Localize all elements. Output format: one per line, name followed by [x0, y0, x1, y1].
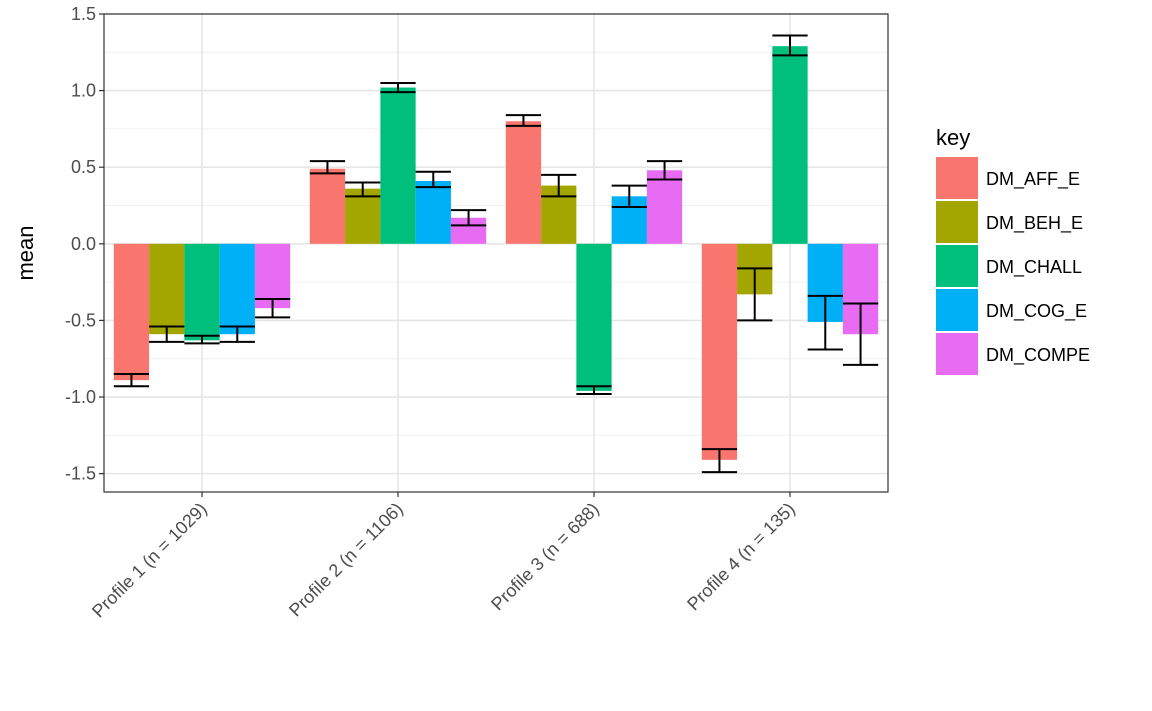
bar — [646, 170, 683, 244]
bar — [772, 46, 808, 244]
y-tick-label: -1.0 — [65, 387, 96, 407]
legend-swatch — [936, 201, 978, 243]
legend-swatch — [936, 289, 978, 331]
x-tick-label: Profile 1 (n = 1029) — [88, 499, 211, 622]
x-tick-label: Profile 4 (n = 135) — [683, 499, 799, 615]
legend-label: DM_AFF_E — [986, 169, 1080, 190]
plot-panel — [103, 13, 889, 493]
legend-item: DM_BEH_E — [936, 201, 1083, 243]
error-bar — [701, 448, 738, 474]
y-axis-title: mean — [13, 225, 38, 280]
bar — [219, 243, 255, 335]
error-bar — [184, 334, 220, 345]
legend-label: DM_COMPE — [986, 345, 1090, 366]
y-tick-label: 0.5 — [71, 157, 96, 177]
x-tick-label: Profile 3 (n = 688) — [487, 499, 603, 615]
error-bar — [380, 81, 416, 94]
bar — [380, 87, 416, 244]
legend-item: DM_COMPE — [936, 333, 1090, 375]
error-bar — [219, 325, 255, 343]
legend-label: DM_CHALL — [986, 257, 1082, 278]
legend-swatch — [936, 333, 978, 375]
error-bar — [345, 181, 381, 198]
error-bar — [113, 373, 150, 388]
panel-border — [103, 13, 889, 493]
error-bar — [611, 184, 647, 209]
legend-title: key — [936, 125, 970, 150]
bar — [415, 180, 451, 244]
x-tick-label: Profile 2 (n = 1106) — [285, 499, 407, 621]
legend-item: DM_COG_E — [936, 289, 1087, 331]
bar — [184, 243, 220, 341]
error-bar — [807, 294, 843, 351]
y-tick-label: -1.5 — [65, 464, 96, 484]
error-bar — [737, 267, 773, 322]
error-bar — [772, 34, 808, 57]
error-bar — [309, 160, 346, 175]
error-bar — [541, 173, 577, 198]
bar — [113, 243, 150, 381]
bar — [149, 243, 185, 335]
legend-swatch — [936, 245, 978, 287]
bar — [345, 188, 381, 244]
error-bar — [254, 297, 291, 319]
legend-item: DM_CHALL — [936, 245, 1082, 287]
legend-label: DM_BEH_E — [986, 213, 1083, 234]
legend-item: DM_AFF_E — [936, 157, 1080, 199]
legend-label: DM_COG_E — [986, 301, 1087, 322]
y-tick-label: -0.5 — [65, 310, 96, 330]
error-bar — [149, 325, 185, 343]
legend: key DM_AFF_E DM_BEH_E DM_CHALL DM_COG_E DM_CO… — [936, 125, 1090, 375]
error-bar — [576, 385, 612, 395]
bar — [701, 243, 738, 460]
x-axis: Profile 1 (n = 1029) Profile 2 (n = 1106)… — [88, 492, 799, 621]
y-tick-label: 1.0 — [71, 81, 96, 101]
bar — [309, 168, 346, 244]
bar — [505, 121, 542, 244]
y-tick-label: 1.5 — [71, 4, 96, 24]
error-bar — [505, 114, 542, 127]
legend-swatch — [936, 157, 978, 199]
error-bar — [646, 160, 683, 181]
bar — [576, 243, 612, 391]
error-bar — [450, 209, 487, 227]
y-axis: 1.5 1.0 0.5 0.0 -0.5 -1.0 -1.5 — [65, 4, 104, 484]
error-bar — [842, 302, 879, 366]
bar — [254, 243, 291, 309]
y-tick-label: 0.0 — [71, 234, 96, 254]
error-bar — [415, 170, 451, 189]
